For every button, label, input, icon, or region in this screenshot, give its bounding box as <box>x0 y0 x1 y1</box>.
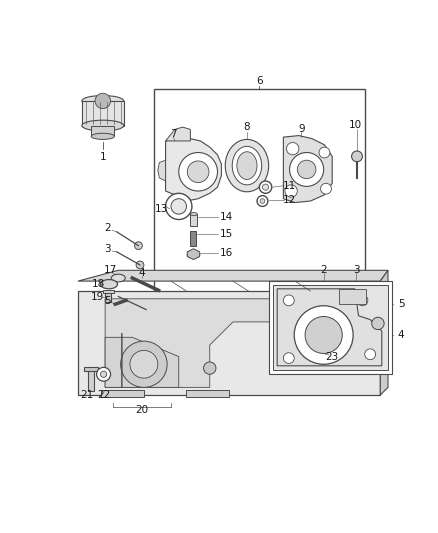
Ellipse shape <box>232 147 261 185</box>
Circle shape <box>262 184 268 190</box>
Bar <box>82 101 124 126</box>
Text: 8: 8 <box>244 122 250 132</box>
Bar <box>105 292 111 302</box>
Circle shape <box>319 147 330 158</box>
Ellipse shape <box>191 213 198 216</box>
Ellipse shape <box>111 274 125 282</box>
Bar <box>339 289 366 304</box>
Text: 15: 15 <box>220 229 233 239</box>
Polygon shape <box>105 299 349 387</box>
Circle shape <box>297 160 316 179</box>
Text: 2: 2 <box>104 223 111 233</box>
Polygon shape <box>277 289 382 366</box>
Text: 4: 4 <box>138 268 145 278</box>
Ellipse shape <box>187 252 200 258</box>
Ellipse shape <box>82 95 124 106</box>
Circle shape <box>134 242 142 249</box>
Bar <box>84 367 98 371</box>
Bar <box>191 214 198 227</box>
Text: 11: 11 <box>283 181 296 191</box>
Circle shape <box>204 362 216 374</box>
Bar <box>101 390 144 398</box>
Text: 17: 17 <box>104 265 117 276</box>
Circle shape <box>260 199 265 203</box>
Circle shape <box>179 152 218 191</box>
Circle shape <box>321 183 332 194</box>
Polygon shape <box>166 127 191 141</box>
Polygon shape <box>283 135 332 203</box>
Circle shape <box>286 142 299 155</box>
Bar <box>154 88 365 294</box>
Circle shape <box>136 261 144 269</box>
Polygon shape <box>78 291 380 395</box>
Circle shape <box>372 317 384 329</box>
Text: 13: 13 <box>155 204 168 214</box>
Text: 1: 1 <box>99 152 106 162</box>
Text: 22: 22 <box>97 390 110 400</box>
Circle shape <box>316 327 332 343</box>
Ellipse shape <box>91 133 114 140</box>
Text: 16: 16 <box>220 248 233 259</box>
Circle shape <box>294 306 353 364</box>
Ellipse shape <box>100 280 117 289</box>
Text: 18: 18 <box>92 279 106 289</box>
Polygon shape <box>105 337 179 387</box>
Circle shape <box>283 353 294 364</box>
Text: 9: 9 <box>298 124 304 134</box>
Circle shape <box>187 161 209 182</box>
Circle shape <box>97 367 110 381</box>
Text: 20: 20 <box>135 406 148 415</box>
Polygon shape <box>380 270 388 395</box>
Circle shape <box>315 350 321 356</box>
Circle shape <box>259 181 272 193</box>
Bar <box>269 281 392 374</box>
Circle shape <box>290 152 324 187</box>
Bar <box>187 390 229 398</box>
Text: 6: 6 <box>256 76 263 86</box>
Text: 4: 4 <box>398 330 404 340</box>
Circle shape <box>257 196 268 206</box>
Text: 2: 2 <box>320 264 327 274</box>
Circle shape <box>357 295 368 306</box>
Ellipse shape <box>82 120 124 131</box>
Circle shape <box>305 317 342 353</box>
Circle shape <box>100 371 107 377</box>
Text: 14: 14 <box>220 212 233 222</box>
Text: 3: 3 <box>353 264 360 274</box>
Text: 5: 5 <box>104 296 111 306</box>
Circle shape <box>365 349 376 360</box>
Circle shape <box>166 193 192 220</box>
Polygon shape <box>158 160 166 181</box>
Circle shape <box>130 350 158 378</box>
Text: 7: 7 <box>170 129 177 139</box>
Circle shape <box>294 306 353 364</box>
Circle shape <box>95 93 110 109</box>
Polygon shape <box>166 139 221 201</box>
Bar <box>88 368 94 391</box>
Text: 12: 12 <box>283 195 296 205</box>
Polygon shape <box>273 285 388 370</box>
Ellipse shape <box>225 140 268 192</box>
Text: 19: 19 <box>91 292 104 302</box>
Circle shape <box>352 151 362 161</box>
Circle shape <box>311 346 325 360</box>
Bar <box>91 126 114 136</box>
Polygon shape <box>187 249 200 260</box>
Circle shape <box>305 317 342 353</box>
Circle shape <box>283 295 294 306</box>
Text: 3: 3 <box>104 244 111 254</box>
Text: 23: 23 <box>325 352 339 361</box>
Bar <box>191 231 196 246</box>
Text: 10: 10 <box>349 120 362 130</box>
Text: 5: 5 <box>398 299 404 309</box>
Text: 21: 21 <box>81 390 94 400</box>
Polygon shape <box>78 270 388 281</box>
Circle shape <box>120 341 167 387</box>
Circle shape <box>285 185 297 197</box>
Bar <box>103 290 113 294</box>
Circle shape <box>171 199 187 214</box>
Ellipse shape <box>237 152 257 180</box>
